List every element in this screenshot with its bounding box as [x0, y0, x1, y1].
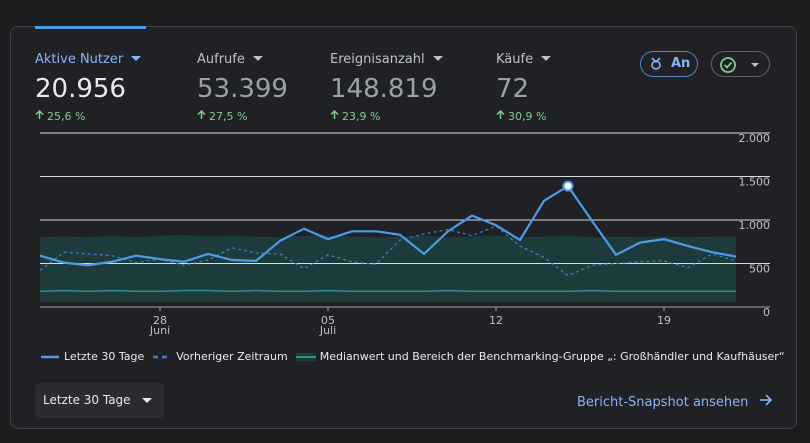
metric-value: 72: [496, 74, 530, 104]
metric-change-text: 23,9 %: [342, 110, 381, 123]
caret: [432, 56, 443, 61]
benchmark-band: [40, 234, 736, 302]
metric-label-text: Käufe: [496, 52, 534, 67]
legend-item: Medianwert und Bereich der Benchmarking-…: [295, 350, 785, 363]
metric-change: 30,9 %: [496, 109, 547, 123]
metric-change: 27,5 %: [197, 109, 248, 123]
metric-change-text: 30,9 %: [508, 110, 547, 123]
metric-label-text: Aufrufe: [197, 52, 245, 67]
y-tick-label: 2.000: [739, 132, 771, 145]
metric-change-text: 27,5 %: [209, 110, 248, 123]
series-line: [39, 184, 737, 267]
x-tick-label: 05: [321, 314, 335, 327]
up-arrow: [330, 109, 339, 119]
badge-button[interactable]: An: [640, 51, 698, 77]
caret-shape: [131, 56, 142, 61]
caret-shape: [252, 56, 263, 61]
caret: [131, 56, 142, 61]
metric-change: 25,6 %: [35, 109, 86, 123]
up-arrow-shape: [197, 109, 206, 119]
legend-swatch: [41, 355, 59, 359]
snapshot-link-text: Bericht-Snapshot ansehen: [577, 395, 749, 410]
metric-label: Ereignisanzahl: [330, 52, 447, 67]
metric-value: 148.819: [330, 74, 438, 104]
x-tick-label: 19: [657, 314, 671, 327]
badge-icon: [651, 57, 661, 70]
legend-item: Vorheriger Zeitraum: [152, 350, 288, 363]
caret: [541, 56, 552, 61]
status-icon: [720, 57, 759, 73]
arrow-icon: [759, 394, 772, 406]
x-tick-sublabel: Juli: [319, 324, 336, 337]
x-tick-sublabel: Juni: [149, 324, 170, 337]
snapshot-link[interactable]: Bericht-Snapshot ansehen: [577, 394, 773, 410]
card: [10, 26, 797, 429]
legend: Letzte 30 Tage Vorheriger Zeitraum Medianw…: [40, 350, 793, 363]
tab-indicator: [35, 26, 146, 29]
metric-change: 23,9 %: [330, 109, 381, 123]
highlight-point: [562, 180, 574, 192]
up-arrow: [197, 109, 206, 119]
caret: [252, 56, 263, 61]
up-arrow: [496, 109, 505, 119]
metric-value: 53.399: [197, 74, 288, 104]
y-tick-label: 1.500: [739, 176, 771, 189]
y-tick-label: 1.000: [739, 219, 771, 232]
caret: [142, 398, 152, 403]
metric-value: 20.956: [35, 74, 126, 104]
caret-shape: [432, 56, 443, 61]
legend-text: Vorheriger Zeitraum: [176, 350, 288, 363]
badge-text: An: [671, 56, 691, 71]
legend-text: Letzte 30 Tage: [64, 350, 145, 363]
x-tick-label: 12: [489, 314, 503, 327]
up-arrow-shape: [330, 109, 339, 119]
status-dropdown[interactable]: [711, 51, 770, 77]
range-select-text: Letzte 30 Tage: [43, 393, 131, 407]
up-arrow-shape: [496, 109, 505, 119]
benchmark-median: [39, 289, 736, 293]
y-tick-label: 0: [763, 306, 770, 319]
x-tick-label: 28: [153, 314, 167, 327]
legend-swatch: [153, 355, 172, 359]
metric-label-text: Ereignisanzahl: [330, 52, 425, 67]
metric-change-text: 25,6 %: [47, 110, 86, 123]
up-arrow-shape: [35, 109, 44, 119]
metric-label-text: Aktive Nutzer: [35, 52, 124, 67]
metric-label: Käufe: [496, 52, 555, 67]
y-tick-label: 500: [749, 263, 770, 276]
up-arrow: [35, 109, 44, 119]
legend-swatch: [295, 353, 316, 361]
metric-label: Aktive Nutzer: [35, 52, 145, 67]
series-line: [39, 225, 737, 277]
caret-shape: [541, 56, 552, 61]
legend-text: Medianwert und Bereich der Benchmarking-…: [319, 350, 785, 363]
range-select[interactable]: Letzte 30 Tage: [35, 383, 164, 418]
metric-label: Aufrufe: [197, 52, 267, 67]
legend-item: Letzte 30 Tage: [40, 350, 144, 363]
